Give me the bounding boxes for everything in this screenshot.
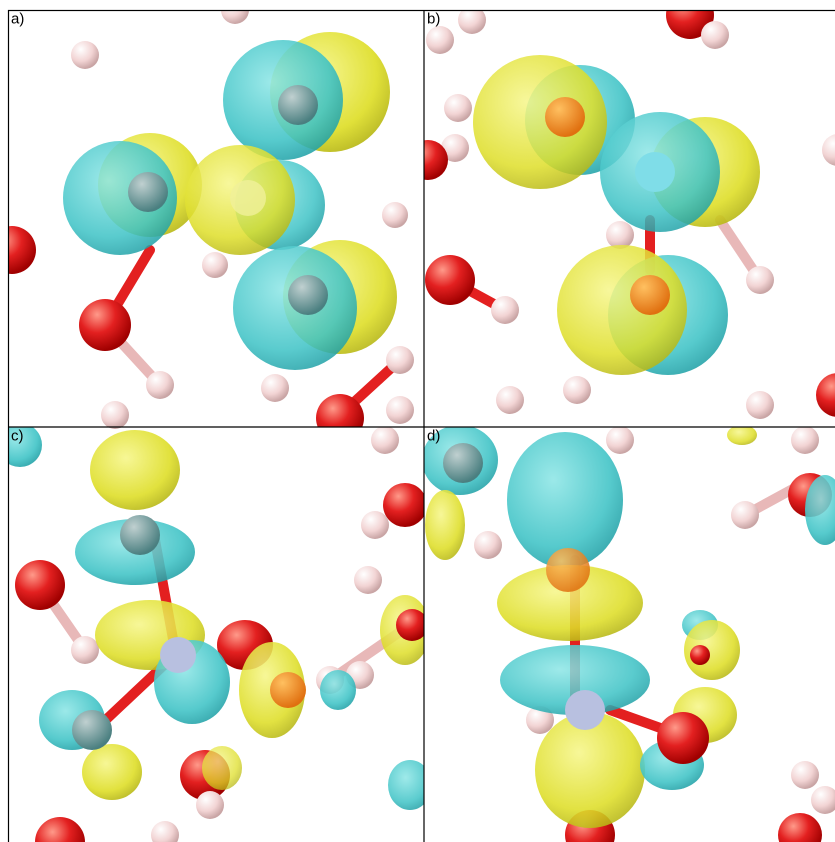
panel-label: d)	[427, 427, 440, 444]
figure: a) b) c) d)	[0, 0, 835, 842]
panel-a	[0, 0, 414, 442]
panel-label: c)	[11, 427, 24, 444]
panel-label: b)	[427, 10, 440, 27]
panel-label: a)	[11, 10, 24, 27]
panel-c	[0, 401, 432, 842]
panel-d	[422, 391, 835, 842]
panel-b	[392, 0, 835, 419]
